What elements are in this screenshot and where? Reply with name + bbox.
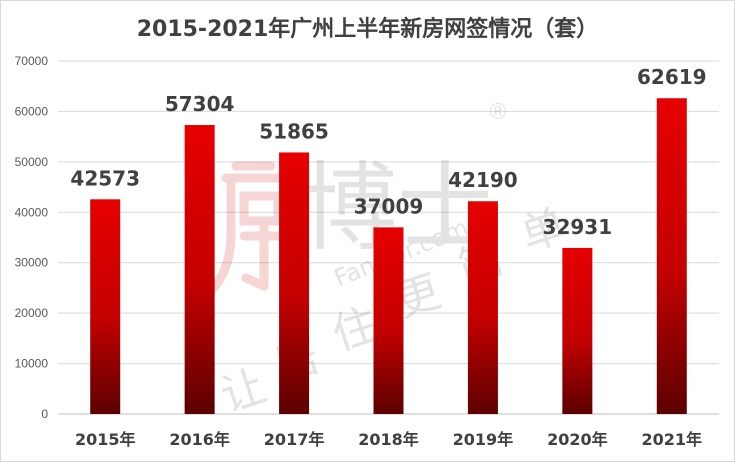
y-tick-label: 50000 bbox=[15, 155, 49, 169]
bar-2019年 bbox=[467, 201, 498, 414]
bar-2017年 bbox=[279, 152, 310, 414]
data-labels: 42573 57304 51865 37009 42190 32931 62619 bbox=[70, 65, 706, 239]
data-label: 42190 bbox=[448, 168, 518, 192]
x-tick-label: 2015年 bbox=[75, 430, 136, 449]
bar-2016年 bbox=[184, 125, 215, 415]
watermark-slogan-0: 让 bbox=[215, 360, 273, 422]
x-tick-label: 2020年 bbox=[547, 430, 608, 449]
data-label: 37009 bbox=[354, 194, 424, 218]
bars bbox=[90, 98, 687, 415]
x-tick-label: 2018年 bbox=[358, 430, 419, 449]
y-tick-label: 0 bbox=[41, 407, 48, 421]
data-label: 57304 bbox=[165, 92, 235, 116]
data-label: 42573 bbox=[70, 166, 140, 190]
y-tick-label: 70000 bbox=[15, 54, 49, 68]
chart-title: 2015-2021年广州上半年新房网签情况（套） bbox=[136, 17, 599, 42]
bar-2015年 bbox=[90, 199, 121, 414]
y-tick-label: 30000 bbox=[15, 256, 49, 270]
house-logo-icon bbox=[206, 161, 291, 296]
x-tick-label: 2019年 bbox=[453, 430, 514, 449]
x-tick-label: 2017年 bbox=[264, 430, 325, 449]
y-tick-label: 20000 bbox=[15, 306, 49, 320]
y-tick-label: 40000 bbox=[15, 205, 49, 219]
axes: 0 10000 20000 30000 40000 50000 60000 70000 2015… bbox=[15, 54, 702, 449]
y-tick-label: 60000 bbox=[15, 104, 49, 118]
bar-2021年 bbox=[656, 98, 687, 415]
x-tick-label: 2021年 bbox=[642, 430, 703, 449]
x-tick-label: 2016年 bbox=[169, 430, 230, 449]
y-tick-label: 10000 bbox=[15, 357, 49, 371]
data-label: 32931 bbox=[543, 215, 613, 239]
data-label: 51865 bbox=[259, 119, 329, 143]
data-label: 62619 bbox=[637, 65, 707, 89]
watermark-registered: ® bbox=[487, 100, 509, 125]
bar-2018年 bbox=[373, 227, 404, 414]
bar-2020年 bbox=[562, 247, 593, 414]
